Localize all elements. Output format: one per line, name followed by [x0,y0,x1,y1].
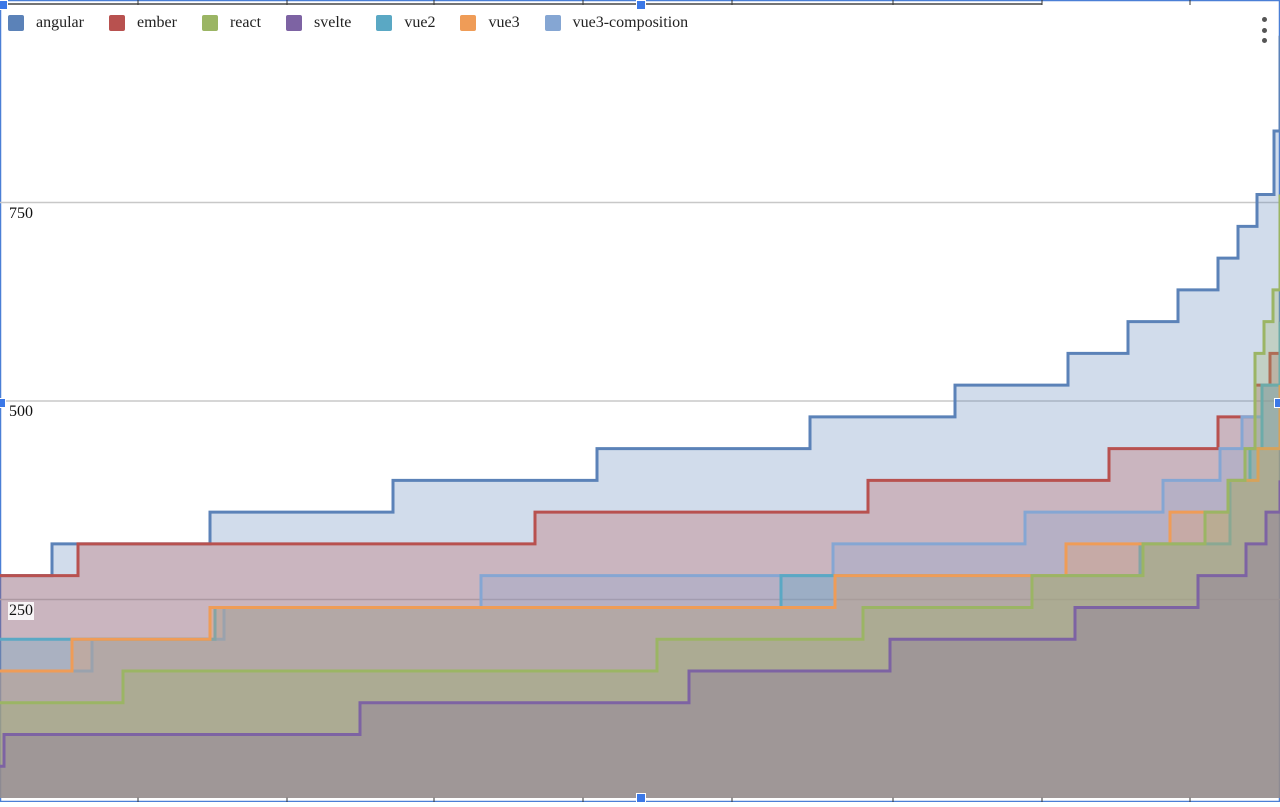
legend-item-vue3-composition[interactable]: vue3-composition [544,14,689,32]
kebab-dot [1261,17,1267,22]
more-options-icon[interactable] [1260,17,1268,43]
series-area-react [0,194,1280,798]
legend-item-react[interactable]: react [201,14,262,32]
legend-label: angular [36,14,84,31]
series-line-svelte [0,480,1280,768]
legend-item-vue2[interactable]: vue2 [376,14,435,32]
resize-handle-middle-right[interactable] [1274,398,1280,408]
series-area-svelte [0,480,1280,798]
resize-handle-top-left[interactable] [0,0,8,10]
legend-label: vue3 [488,14,520,31]
series-area-ember [0,321,1280,798]
legend-swatch [286,15,303,31]
series-area-vue3 [0,385,1280,798]
legend-item-ember[interactable]: ember [108,14,177,32]
y-tick-label: 750 [8,204,34,223]
series-line-vue3 [0,385,1280,673]
kebab-dot [1261,27,1267,33]
legend-label: ember [136,14,177,31]
y-tick-label: 250 [8,601,34,620]
series-line-angular [0,35,1280,578]
legend-label: vue3-composition [572,14,689,31]
legend-label: vue2 [404,14,436,31]
legend-swatch [376,15,393,31]
resize-handle-top-center[interactable] [636,0,646,10]
chart-legend: angular ember react svelte vue2 vue3 vue3-comp… [8,12,713,34]
legend-swatch [108,15,125,31]
legend-item-angular[interactable]: angular [8,14,84,32]
legend-swatch [460,15,477,31]
legend-item-svelte[interactable]: svelte [286,14,351,32]
kebab-dot [1261,38,1267,43]
series-line-react [0,194,1280,705]
y-tick-label: 500 [8,403,34,421]
legend-label: svelte [314,14,352,31]
legend-item-vue3[interactable]: vue3 [460,14,520,32]
legend-swatch [8,15,24,31]
series-area-vue2 [0,321,1280,798]
legend-swatch [201,15,218,31]
series-line-ember [0,321,1280,578]
legend-swatch [544,15,561,31]
resize-handle-middle-left[interactable] [0,398,6,408]
legend-label: react [229,14,262,31]
